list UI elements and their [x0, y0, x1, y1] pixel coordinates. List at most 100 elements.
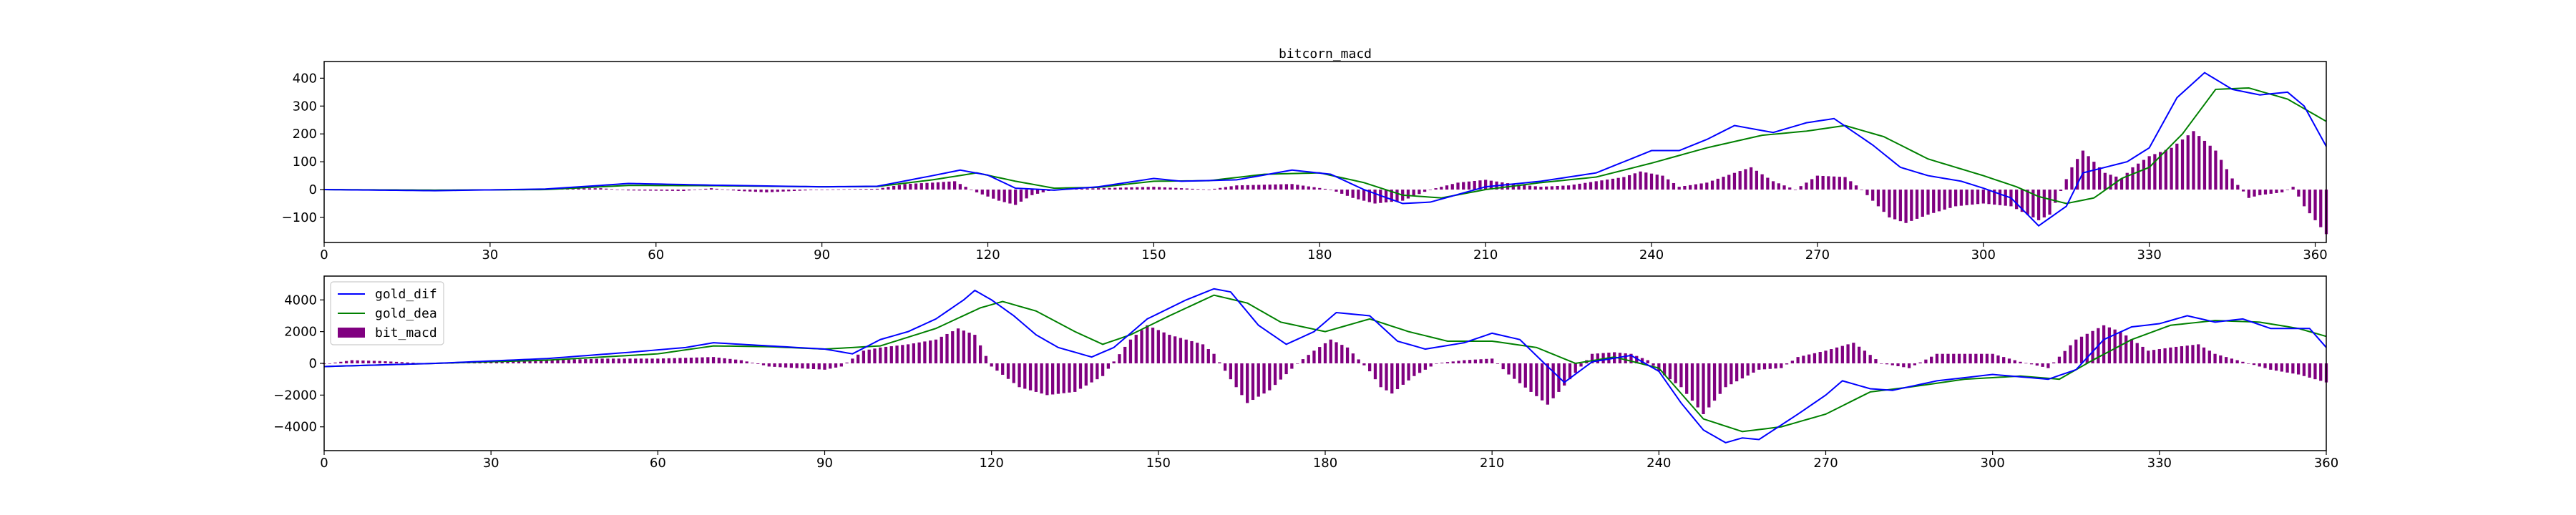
macd-bar	[1467, 181, 1471, 190]
macd-bar	[897, 185, 901, 190]
macd-bar	[2214, 150, 2218, 190]
macd-bar	[1699, 183, 1703, 190]
macd-bar	[2057, 356, 2062, 363]
macd-bar	[1229, 363, 1232, 380]
macd-bar	[528, 360, 532, 363]
macd-bar	[1996, 355, 2000, 363]
macd-bar	[1963, 353, 1966, 363]
macd-bar	[1223, 363, 1227, 371]
macd-bar	[2186, 135, 2190, 190]
macd-bar	[903, 184, 907, 190]
macd-bar	[1657, 363, 1661, 372]
macd-bar	[1112, 361, 1116, 363]
macd-bar	[1028, 363, 1033, 391]
macd-bar	[571, 188, 575, 190]
macd-bar	[2004, 190, 2007, 206]
macd-bar	[1429, 363, 1433, 367]
macd-bar	[1379, 363, 1382, 388]
macd-bar	[673, 358, 676, 363]
macd-bar	[1740, 363, 1745, 379]
macd-bar	[2059, 190, 2063, 191]
macd-bar	[1968, 353, 1972, 363]
macd-bar	[1423, 363, 1428, 370]
macd-bar	[2192, 131, 2195, 190]
macd-bar	[1168, 335, 1171, 363]
macd-bar	[1484, 180, 1488, 190]
macd-bar	[973, 335, 977, 363]
macd-bar	[1357, 190, 1360, 200]
macd-bar	[1633, 173, 1636, 190]
macd-bar	[759, 190, 763, 192]
macd-bar	[756, 363, 760, 364]
macd-bar	[1572, 185, 1576, 190]
macd-bar	[781, 190, 785, 192]
macd-bar	[2102, 325, 2106, 363]
macd-bar	[2220, 160, 2223, 190]
macd-bar	[1755, 170, 1759, 190]
macd-bar	[1821, 175, 1825, 190]
macd-bar	[1318, 347, 1322, 363]
macd-bar	[1712, 363, 1717, 401]
macd-bar	[2230, 178, 2234, 190]
macd-bar	[1802, 355, 1805, 363]
macd-bar	[1998, 190, 2002, 205]
macd-bar	[2319, 190, 2323, 227]
macd-bar	[737, 190, 741, 191]
macd-bar	[1234, 363, 1238, 388]
macd-bar	[2247, 190, 2250, 198]
macd-bar	[394, 361, 399, 363]
macd-bar	[684, 358, 688, 363]
macd-bar	[739, 360, 743, 363]
macd-bar	[945, 333, 949, 363]
macd-bar	[1075, 189, 1078, 190]
macd-bar	[600, 358, 604, 363]
x-tick-label: 270	[1813, 456, 1838, 471]
y-tick-label: 0	[309, 182, 317, 197]
macd-bar	[857, 354, 860, 363]
macd-bar	[1445, 185, 1449, 190]
macd-bar	[1141, 187, 1145, 190]
macd-bar	[834, 363, 838, 368]
macd-bar	[599, 188, 602, 190]
macd-bar	[1384, 190, 1388, 202]
macd-bar	[1473, 359, 1477, 363]
macd-bar	[2169, 347, 2172, 363]
macd-bar	[1952, 353, 1956, 363]
macd-bar	[2258, 363, 2261, 367]
macd-bar	[1529, 363, 1533, 392]
macd-bar	[661, 358, 665, 363]
macd-bar	[650, 358, 654, 363]
macd-bar	[489, 361, 493, 363]
macd-bar	[1813, 353, 1817, 363]
macd-bar	[1965, 190, 1968, 205]
x-tick-label: 180	[1313, 456, 1337, 471]
macd-bar	[884, 346, 888, 363]
macd-bar	[1898, 190, 1902, 222]
macd-bar	[1174, 187, 1178, 190]
macd-bar	[1479, 359, 1483, 363]
macd-bar	[1362, 363, 1366, 366]
macd-bar	[940, 336, 943, 363]
macd-bar	[717, 358, 721, 363]
macd-bar	[1979, 353, 1984, 363]
macd-bar	[1468, 360, 1472, 363]
macd-bar	[881, 187, 884, 190]
legend-label-bit-macd: bit_macd	[375, 325, 437, 340]
macd-bar	[2208, 145, 2212, 190]
macd-bar	[1757, 363, 1761, 370]
macd-bar	[2175, 143, 2179, 190]
macd-bar	[1395, 363, 1400, 390]
macd-bar	[512, 360, 515, 363]
macd-bar	[2241, 190, 2245, 192]
macd-bar	[1838, 177, 1841, 190]
macd-bar	[942, 182, 945, 190]
macd-bar	[811, 363, 816, 369]
macd-bar	[734, 359, 738, 363]
macd-bar	[1062, 363, 1065, 393]
macd-bar	[1810, 179, 1814, 190]
macd-bar	[1335, 190, 1338, 192]
macd-bar	[1732, 172, 1737, 190]
x-tick-label: 30	[482, 247, 498, 263]
macd-bar	[517, 360, 521, 363]
macd-bar	[2020, 190, 2024, 212]
